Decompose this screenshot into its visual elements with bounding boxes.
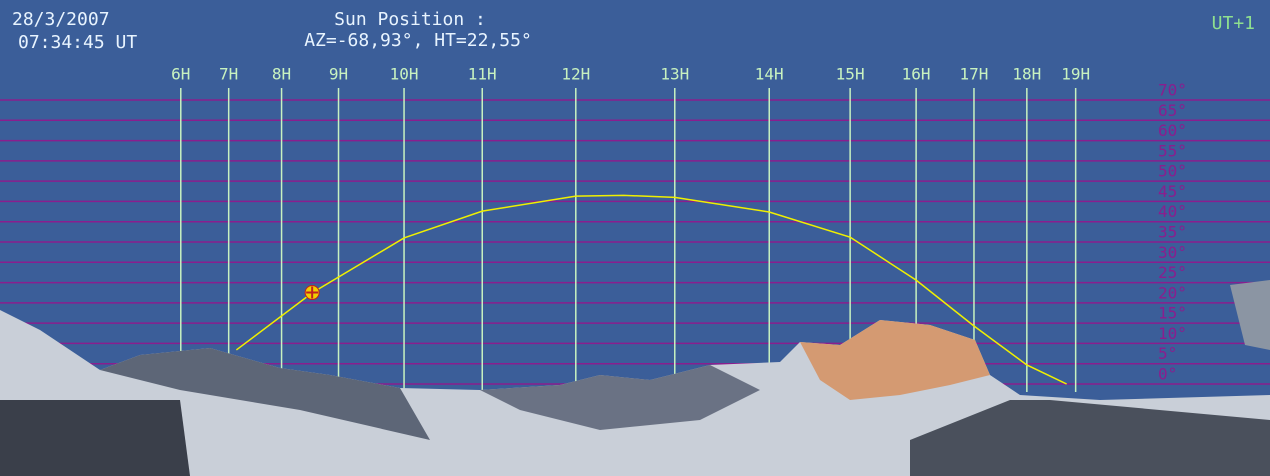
x-tick-label: 10H: [390, 65, 419, 84]
y-tick-label: 55°: [1158, 141, 1187, 160]
y-tick-label: 35°: [1158, 223, 1187, 242]
time-zone: UT+1: [1212, 13, 1255, 34]
page: 0° 5°10°15° 20°25°30°35° 40°45°50° 55°60°65°…: [0, 0, 1270, 476]
y-tick-label: 60°: [1158, 121, 1187, 140]
x-tick-label: 19H: [1061, 65, 1090, 84]
y-tick-label: 0°: [1158, 365, 1177, 384]
x-tick-label: 15H: [836, 65, 865, 84]
date: 28/3/2007: [12, 9, 110, 30]
x-tick-label: 6H: [171, 65, 190, 84]
y-tick-label: 10°: [1158, 324, 1187, 343]
x-tick-label: 13H: [660, 65, 689, 84]
building: [0, 400, 190, 476]
y-tick-label: 50°: [1158, 162, 1187, 181]
y-tick-label: 30°: [1158, 243, 1187, 262]
x-tick-label: 11H: [468, 65, 497, 84]
time: 07:34:45 UT: [18, 32, 137, 53]
x-tick-label: 14H: [755, 65, 784, 84]
y-tick-label: 25°: [1158, 263, 1187, 282]
sun-position: AZ=-68,93°, HT=22,55°: [304, 30, 532, 51]
sun-label: Sun Position :: [334, 9, 486, 30]
x-tick-label: 9H: [329, 65, 348, 84]
y-tick-label: 5°: [1158, 344, 1177, 363]
y-tick-label: 45°: [1158, 182, 1187, 201]
y-tick-label: 15°: [1158, 304, 1187, 323]
y-tick-label: 65°: [1158, 101, 1187, 120]
x-tick-label: 8H: [272, 65, 291, 84]
y-tick-label: 70°: [1158, 81, 1187, 100]
x-tick-label: 17H: [960, 65, 989, 84]
webcam-chart: 0° 5°10°15° 20°25°30°35° 40°45°50° 55°60°65°…: [0, 0, 1270, 476]
x-tick-label: 7H: [219, 65, 238, 84]
x-tick-label: 12H: [561, 65, 590, 84]
x-tick-label: 18H: [1012, 65, 1041, 84]
y-tick-label: 20°: [1158, 283, 1187, 302]
x-tick-label: 16H: [902, 65, 931, 84]
y-tick-label: 40°: [1158, 202, 1187, 221]
